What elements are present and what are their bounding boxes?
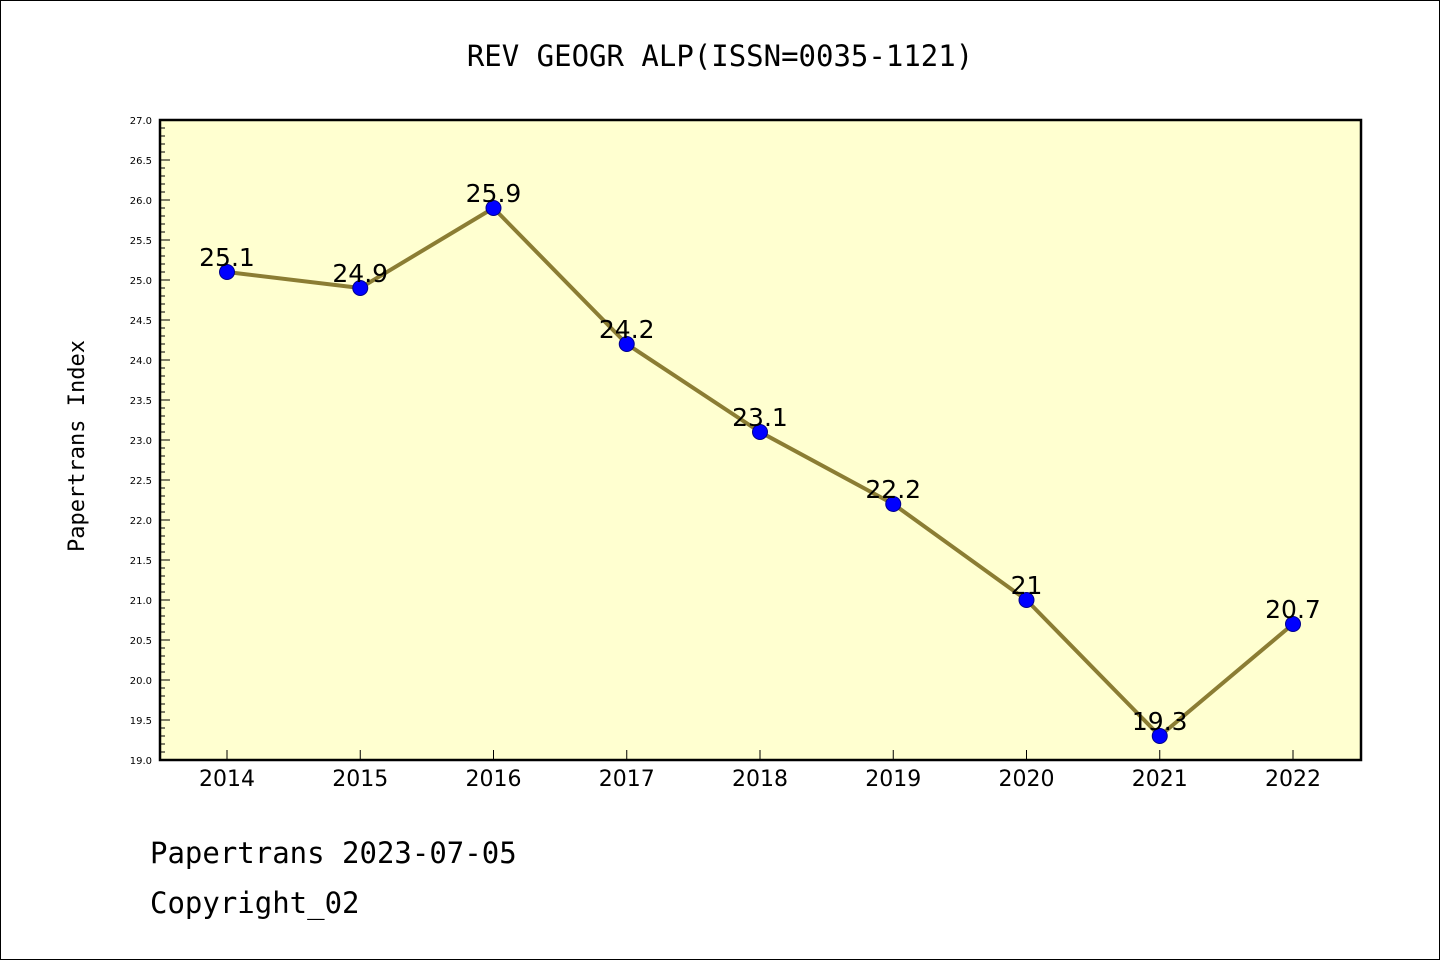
data-label: 24.9 bbox=[332, 259, 388, 288]
y-tick-label: 20.5 bbox=[130, 636, 152, 647]
chart-title: REV GEOGR ALP(ISSN=0035-1121) bbox=[467, 39, 973, 73]
plot-border bbox=[158, 118, 1363, 762]
data-label: 24.2 bbox=[599, 315, 655, 344]
y-tick-label: 19.5 bbox=[130, 716, 152, 727]
y-tick-label: 22.5 bbox=[130, 476, 152, 487]
footer-date: Papertrans 2023-07-05 bbox=[150, 836, 517, 870]
data-point bbox=[219, 264, 235, 280]
plot-area bbox=[160, 120, 1361, 760]
x-tick-label: 2016 bbox=[466, 767, 522, 792]
axis-ticks: 19.0 19.5 20.0 20.5 21.0 21.5 22.0 22.5 23.0 23.5… bbox=[130, 116, 1321, 792]
data-labels: 25.1 24.9 25.9 24.2 23.1 22.2 21 19.3 20.7 bbox=[199, 179, 1321, 736]
data-label: 23.1 bbox=[732, 403, 788, 432]
x-tick-label: 2019 bbox=[865, 767, 921, 792]
y-tick-label: 26.0 bbox=[130, 196, 152, 207]
y-tick-label: 22.0 bbox=[130, 516, 152, 527]
footer-copyright: Copyright_02 bbox=[150, 886, 360, 920]
data-point bbox=[485, 200, 502, 216]
y-tick-label: 24.5 bbox=[130, 316, 152, 327]
data-label: 19.3 bbox=[1132, 707, 1188, 736]
series-layer bbox=[219, 200, 1301, 744]
data-label: 25.9 bbox=[466, 179, 522, 208]
y-tick-label: 27.0 bbox=[130, 116, 152, 127]
data-label: 22.2 bbox=[865, 475, 921, 504]
x-tick-label: 2022 bbox=[1265, 767, 1321, 792]
data-label: 20.7 bbox=[1265, 595, 1321, 624]
x-tick-label: 2017 bbox=[599, 767, 655, 792]
y-tick-label: 20.0 bbox=[130, 676, 152, 687]
data-point bbox=[752, 424, 768, 440]
y-tick-label: 24.0 bbox=[130, 356, 152, 367]
data-point bbox=[1285, 616, 1301, 632]
y-tick-label: 25.0 bbox=[130, 276, 152, 287]
x-tick-label: 2014 bbox=[199, 767, 255, 792]
data-label: 21 bbox=[1011, 571, 1043, 600]
x-tick-label: 2018 bbox=[732, 767, 788, 792]
data-point bbox=[885, 496, 902, 512]
x-tick-label: 2020 bbox=[999, 767, 1055, 792]
data-point bbox=[618, 336, 635, 352]
y-tick-label: 23.5 bbox=[130, 396, 152, 407]
data-label: 25.1 bbox=[199, 243, 255, 272]
y-tick-label: 21.5 bbox=[130, 556, 152, 567]
y-tick-label: 23.0 bbox=[130, 436, 152, 447]
y-axis-label: Papertrans Index bbox=[65, 340, 90, 552]
data-point bbox=[352, 280, 369, 296]
data-point bbox=[1151, 728, 1168, 744]
y-tick-label: 21.0 bbox=[130, 596, 152, 607]
y-tick-label: 26.5 bbox=[130, 156, 152, 167]
y-tick-label: 19.0 bbox=[130, 756, 152, 767]
x-tick-label: 2021 bbox=[1132, 767, 1188, 792]
x-tick-label: 2015 bbox=[332, 767, 388, 792]
y-tick-label: 25.5 bbox=[130, 236, 152, 247]
data-point bbox=[1018, 592, 1035, 608]
